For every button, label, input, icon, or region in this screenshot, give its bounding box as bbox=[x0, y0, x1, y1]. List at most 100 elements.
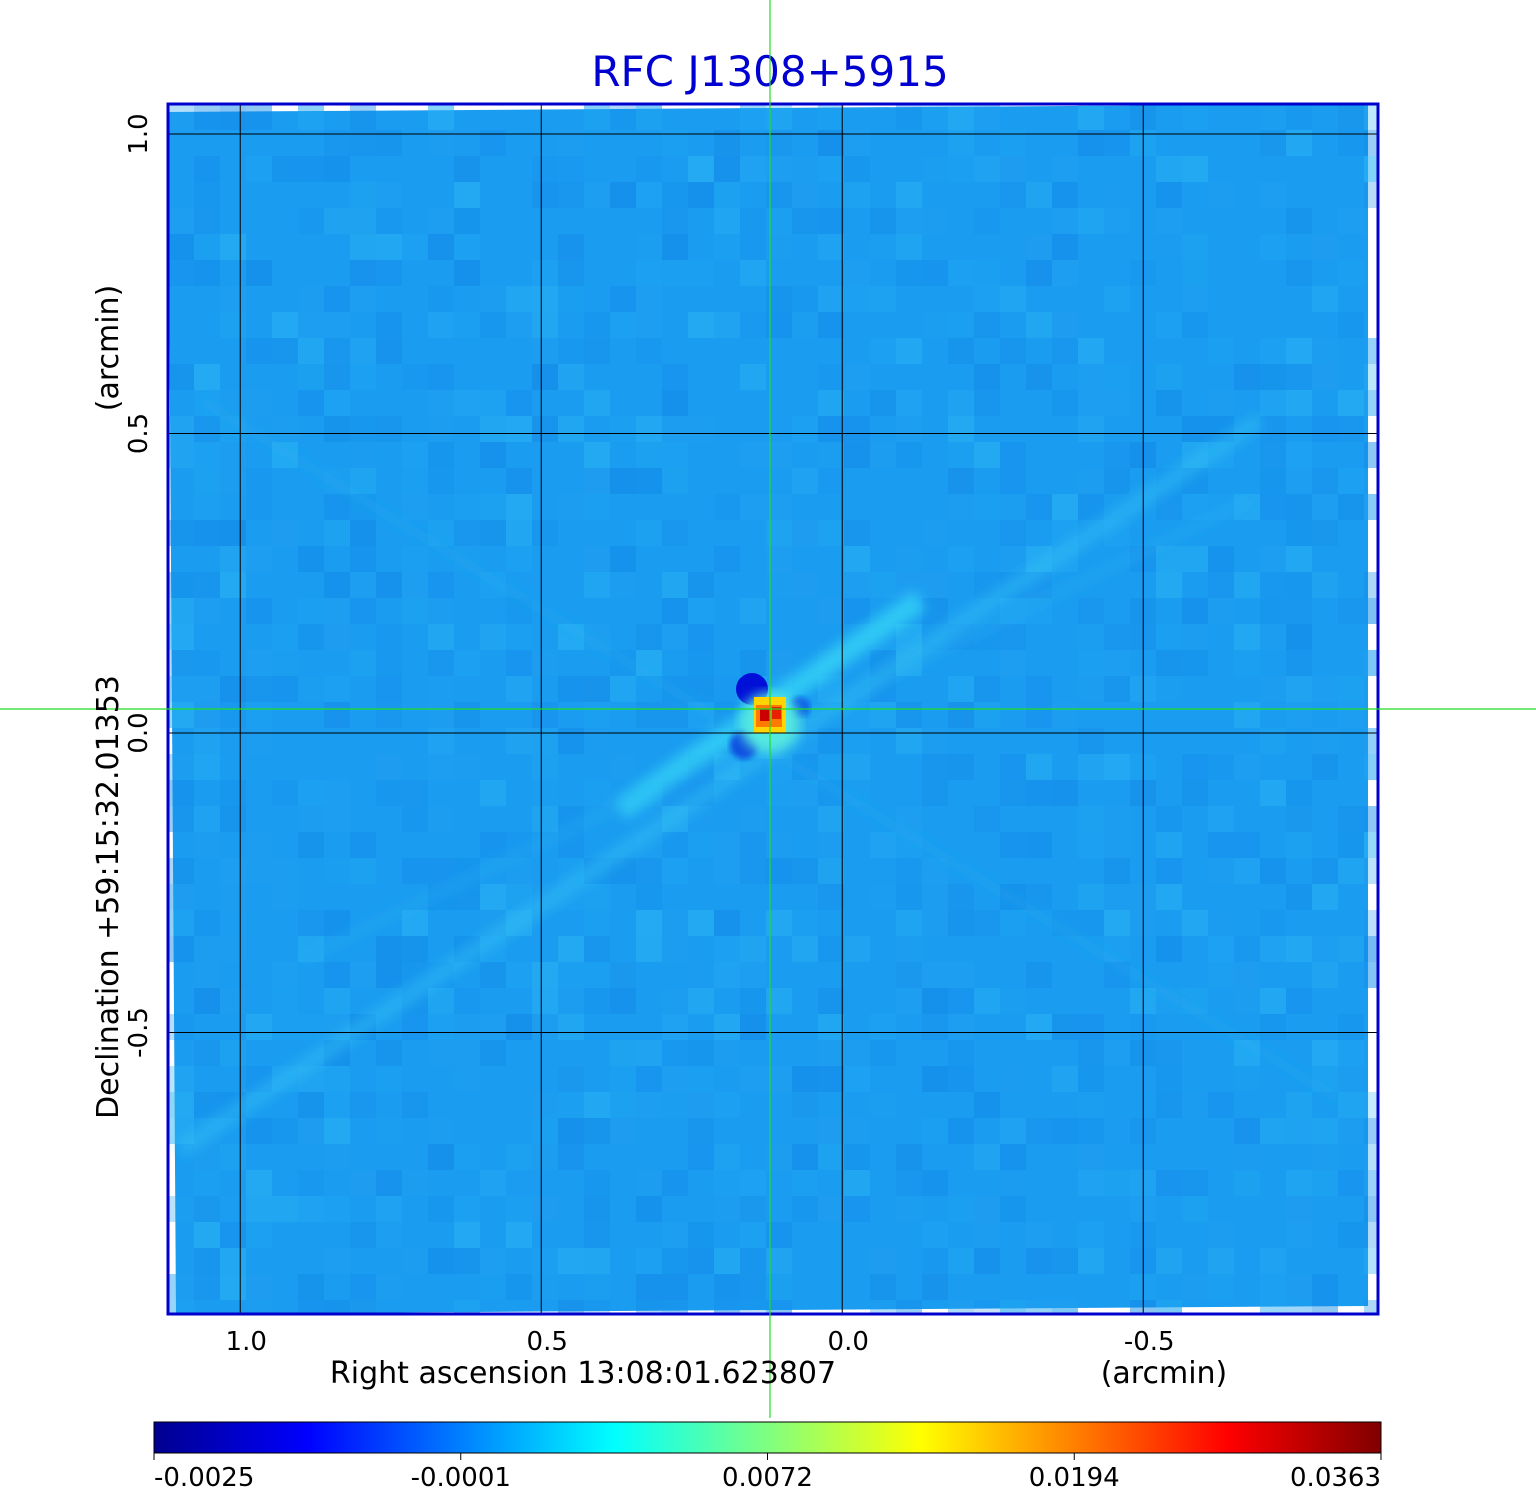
noise-cell bbox=[246, 858, 272, 884]
noise-cell bbox=[1182, 780, 1208, 806]
noise-cell bbox=[636, 442, 662, 468]
noise-cell bbox=[714, 1300, 740, 1314]
noise-cell bbox=[272, 858, 298, 884]
noise-cell bbox=[272, 988, 298, 1014]
noise-cell bbox=[324, 806, 350, 832]
noise-cell bbox=[1104, 754, 1130, 780]
noise-cell bbox=[740, 650, 766, 676]
noise-cell bbox=[1338, 208, 1364, 234]
noise-cell bbox=[1260, 1300, 1286, 1314]
x-axis-ticks: 1.0 0.5 0.0 -0.5 bbox=[226, 1327, 1175, 1357]
noise-cell bbox=[1286, 546, 1312, 572]
noise-cell bbox=[870, 1248, 896, 1274]
noise-cell bbox=[1156, 572, 1182, 598]
noise-cell bbox=[1312, 936, 1338, 962]
noise-cell bbox=[298, 156, 324, 182]
noise-cell bbox=[454, 988, 480, 1014]
noise-cell bbox=[168, 936, 194, 962]
noise-cell bbox=[532, 780, 558, 806]
noise-cell bbox=[922, 1118, 948, 1144]
noise-cell bbox=[896, 416, 922, 442]
noise-cell bbox=[896, 962, 922, 988]
noise-cell bbox=[350, 1274, 376, 1300]
noise-cell bbox=[636, 936, 662, 962]
noise-cell bbox=[714, 832, 740, 858]
noise-cell bbox=[1208, 1274, 1234, 1300]
colorbar-tick-label: -0.0025 bbox=[154, 1463, 254, 1493]
noise-cell bbox=[1286, 260, 1312, 286]
noise-cell bbox=[610, 286, 636, 312]
noise-cell bbox=[480, 390, 506, 416]
noise-cell bbox=[1156, 936, 1182, 962]
noise-cell bbox=[1286, 676, 1312, 702]
noise-cell bbox=[428, 1040, 454, 1066]
noise-cell bbox=[454, 1040, 480, 1066]
noise-cell bbox=[870, 286, 896, 312]
noise-cell bbox=[1234, 702, 1260, 728]
noise-cell bbox=[1286, 1300, 1312, 1314]
colorbar-tick-label: -0.0001 bbox=[411, 1463, 511, 1493]
noise-cell bbox=[636, 1040, 662, 1066]
noise-cell bbox=[1234, 858, 1260, 884]
noise-cell bbox=[584, 1248, 610, 1274]
noise-cell bbox=[376, 962, 402, 988]
noise-cell bbox=[740, 156, 766, 182]
noise-cell bbox=[376, 1170, 402, 1196]
noise-cell bbox=[974, 1300, 1000, 1314]
noise-cell bbox=[168, 884, 194, 910]
noise-cell bbox=[558, 260, 584, 286]
noise-cell bbox=[1234, 936, 1260, 962]
noise-cell bbox=[324, 1118, 350, 1144]
noise-cell bbox=[1234, 832, 1260, 858]
noise-cell bbox=[1312, 728, 1338, 754]
noise-cell bbox=[480, 286, 506, 312]
noise-cell bbox=[740, 962, 766, 988]
noise-cell bbox=[948, 962, 974, 988]
noise-cell bbox=[194, 104, 220, 130]
noise-cell bbox=[1104, 442, 1130, 468]
noise-cell bbox=[662, 182, 688, 208]
noise-cell bbox=[896, 1170, 922, 1196]
noise-cell bbox=[610, 468, 636, 494]
noise-cell bbox=[194, 650, 220, 676]
noise-cell bbox=[194, 468, 220, 494]
noise-cell bbox=[376, 572, 402, 598]
noise-cell bbox=[246, 494, 272, 520]
noise-cell bbox=[740, 936, 766, 962]
noise-cell bbox=[1156, 208, 1182, 234]
noise-cell bbox=[1078, 1170, 1104, 1196]
noise-cell bbox=[168, 1196, 194, 1222]
noise-cell bbox=[1312, 1300, 1338, 1314]
noise-cell bbox=[272, 884, 298, 910]
noise-cell bbox=[1078, 208, 1104, 234]
noise-cell bbox=[532, 1014, 558, 1040]
noise-cell bbox=[558, 962, 584, 988]
noise-cell bbox=[532, 1274, 558, 1300]
noise-cell bbox=[1026, 494, 1052, 520]
noise-cell bbox=[298, 806, 324, 832]
noise-cell bbox=[402, 806, 428, 832]
noise-cell bbox=[584, 780, 610, 806]
noise-cell bbox=[584, 1118, 610, 1144]
noise-cell bbox=[1338, 416, 1364, 442]
noise-cell bbox=[532, 312, 558, 338]
noise-cell bbox=[714, 1196, 740, 1222]
noise-cell bbox=[1078, 390, 1104, 416]
noise-cell bbox=[974, 442, 1000, 468]
noise-cell bbox=[1260, 598, 1286, 624]
noise-cell bbox=[688, 910, 714, 936]
noise-cell bbox=[636, 1066, 662, 1092]
noise-cell bbox=[376, 312, 402, 338]
noise-cell bbox=[584, 1300, 610, 1314]
noise-cell bbox=[1312, 234, 1338, 260]
noise-cell bbox=[376, 650, 402, 676]
noise-cell bbox=[402, 1248, 428, 1274]
noise-cell bbox=[948, 1196, 974, 1222]
noise-cell bbox=[688, 1066, 714, 1092]
noise-cell bbox=[1208, 1092, 1234, 1118]
noise-cell bbox=[792, 520, 818, 546]
noise-cell bbox=[1000, 910, 1026, 936]
noise-cell bbox=[272, 650, 298, 676]
noise-cell bbox=[532, 702, 558, 728]
noise-cell bbox=[220, 988, 246, 1014]
